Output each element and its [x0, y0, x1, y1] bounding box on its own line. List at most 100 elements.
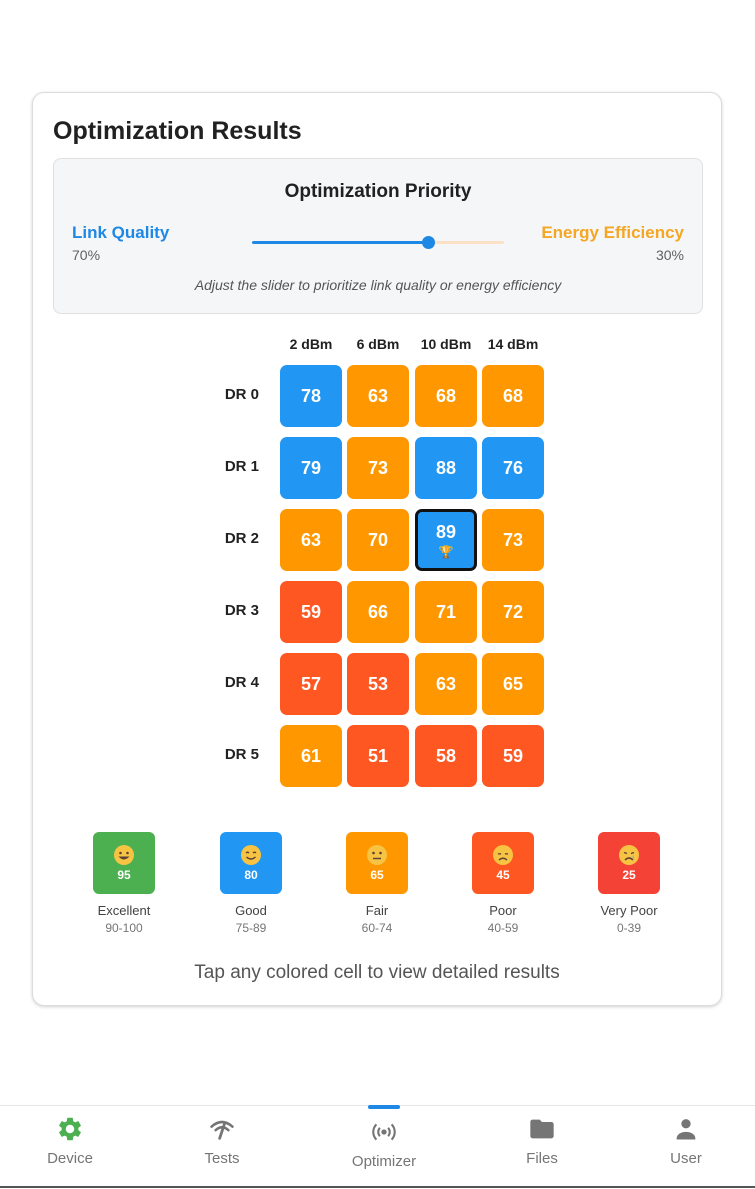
row-label: DR 2	[224, 530, 259, 547]
row-label: DR 1	[224, 458, 259, 475]
neutral-face-icon	[366, 844, 388, 866]
bottom-navigation: Device Tests Optimizer Files User	[0, 1105, 755, 1189]
legend-score: 80	[244, 868, 258, 882]
legend-range: 90-100	[105, 921, 143, 935]
legend-score: 65	[370, 868, 384, 882]
column-header: 6 dBm	[356, 336, 400, 352]
legend-range: 40-59	[487, 921, 519, 935]
active-tab-indicator	[368, 1105, 400, 1109]
cell-score: 63	[300, 529, 322, 550]
result-cell[interactable]: 78	[280, 365, 342, 427]
row-label: DR 4	[224, 674, 259, 691]
priority-slider[interactable]	[252, 231, 504, 253]
person-icon	[672, 1115, 700, 1143]
nav-tests[interactable]: Tests	[167, 1106, 277, 1186]
legend-range: 75-89	[235, 921, 267, 935]
cell-score: 89	[435, 521, 457, 542]
priority-title: Optimization Priority	[284, 181, 472, 202]
cell-score: 79	[300, 457, 322, 478]
legend-name: Good	[235, 903, 267, 918]
disappointed-face-icon	[492, 844, 514, 866]
legend-swatch: 25	[598, 832, 660, 894]
nav-label: Device	[47, 1150, 93, 1167]
result-cell[interactable]: 73	[482, 509, 544, 571]
result-cell[interactable]: 76	[482, 437, 544, 499]
folder-icon	[528, 1115, 556, 1143]
result-cell[interactable]: 58	[415, 725, 477, 787]
result-cell[interactable]: 65	[482, 653, 544, 715]
cell-score: 61	[300, 745, 322, 766]
result-cell[interactable]: 59	[482, 725, 544, 787]
result-cell[interactable]: 73	[347, 437, 409, 499]
grinning-face-icon	[113, 844, 135, 866]
cell-score: 58	[435, 745, 457, 766]
cell-score: 73	[367, 457, 389, 478]
cell-score: 88	[435, 457, 457, 478]
slider-track-remaining	[428, 241, 504, 244]
legend-swatch: 80	[220, 832, 282, 894]
energy-efficiency-label: Energy Efficiency	[541, 223, 684, 242]
trophy-icon: 🏆	[438, 544, 454, 559]
column-header: 10 dBm	[420, 336, 472, 352]
result-cell[interactable]: 68	[482, 365, 544, 427]
cell-score: 65	[502, 673, 524, 694]
cell-score: 53	[367, 673, 389, 694]
nav-label: Optimizer	[351, 1153, 417, 1170]
result-cell[interactable]: 63	[415, 653, 477, 715]
nav-label: Files	[526, 1150, 558, 1167]
nav-optimizer[interactable]: Optimizer	[329, 1106, 439, 1186]
cell-score: 66	[367, 601, 389, 622]
result-cell[interactable]: 57	[280, 653, 342, 715]
legend-score: 45	[496, 868, 510, 882]
column-header: 14 dBm	[487, 336, 539, 352]
result-cell[interactable]: 66	[347, 581, 409, 643]
result-cell[interactable]: 63	[347, 365, 409, 427]
cell-score: 78	[300, 385, 322, 406]
result-cell[interactable]: 61	[280, 725, 342, 787]
gear-icon	[56, 1115, 84, 1143]
cell-score: 76	[502, 457, 524, 478]
slider-track-filled	[252, 241, 428, 244]
column-header: 2 dBm	[289, 336, 333, 352]
bottom-divider	[0, 1186, 755, 1188]
legend-item: 95 Excellent 90-100	[74, 832, 174, 935]
result-cell[interactable]: 72	[482, 581, 544, 643]
priority-panel: Optimization Priority Link Quality 70% E…	[53, 158, 703, 314]
nav-files[interactable]: Files	[487, 1106, 597, 1186]
best-result-cell[interactable]: 89 🏆	[415, 509, 477, 571]
cell-score: 59	[300, 601, 322, 622]
result-cell[interactable]: 88	[415, 437, 477, 499]
cell-score: 63	[435, 673, 457, 694]
broadcast-icon	[370, 1118, 398, 1146]
legend-item: 80 Good 75-89	[201, 832, 301, 935]
result-cell[interactable]: 79	[280, 437, 342, 499]
result-cell[interactable]: 70	[347, 509, 409, 571]
legend-range: 60-74	[361, 921, 393, 935]
legend-name: Excellent	[97, 903, 151, 918]
row-label: DR 3	[224, 602, 259, 619]
result-cell[interactable]: 71	[415, 581, 477, 643]
legend-swatch: 65	[346, 832, 408, 894]
legend-name: Poor	[489, 903, 517, 918]
nav-user[interactable]: User	[631, 1106, 741, 1186]
result-cell[interactable]: 53	[347, 653, 409, 715]
cell-score: 68	[435, 385, 457, 406]
cell-score: 73	[502, 529, 524, 550]
result-cell[interactable]: 51	[347, 725, 409, 787]
cell-score: 59	[502, 745, 524, 766]
priority-hint: Adjust the slider to prioritize link qua…	[194, 277, 562, 293]
crying-face-icon	[618, 844, 640, 866]
slider-thumb[interactable]	[422, 236, 435, 249]
legend-score: 25	[622, 868, 636, 882]
result-cell[interactable]: 68	[415, 365, 477, 427]
legend-name: Fair	[365, 903, 389, 918]
result-cell[interactable]: 63	[280, 509, 342, 571]
legend-swatch: 45	[472, 832, 534, 894]
result-cell[interactable]: 59	[280, 581, 342, 643]
cell-score: 70	[367, 529, 389, 550]
optimization-results-card: Optimization Results Optimization Priori…	[32, 92, 722, 1006]
cell-score: 57	[300, 673, 322, 694]
legend-swatch: 95	[93, 832, 155, 894]
nav-label: User	[670, 1150, 702, 1167]
nav-device[interactable]: Device	[15, 1106, 125, 1186]
